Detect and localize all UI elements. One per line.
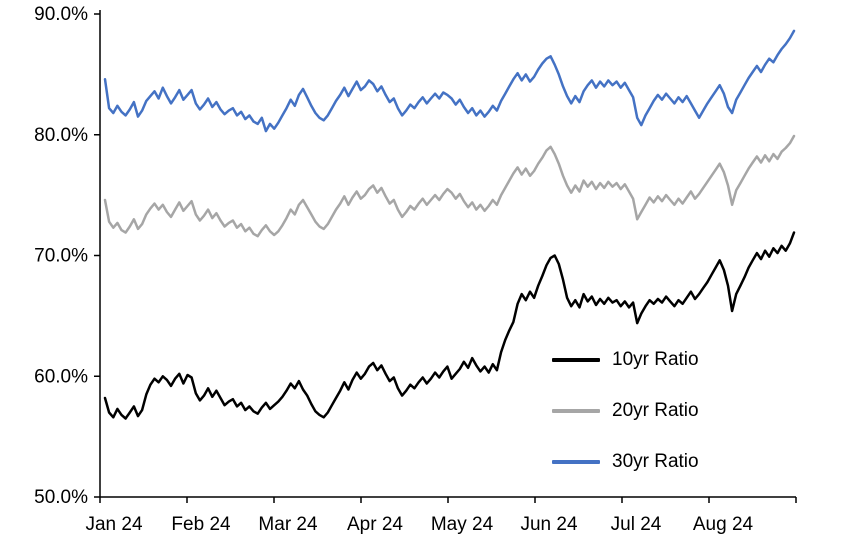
x-axis-tick-label: Aug 24: [693, 514, 754, 535]
legend-item-10yr: 10yr Ratio: [552, 334, 699, 385]
y-axis-tick-label: 50.0%: [34, 487, 88, 508]
x-axis-tick-label: Mar 24: [258, 514, 318, 535]
y-axis-tick-label: 70.0%: [34, 246, 88, 267]
legend-item-30yr: 30yr Ratio: [552, 436, 699, 487]
series-line-10yr-ratio: [103, 231, 796, 420]
x-axis-tick-label: Jan 24: [85, 514, 142, 535]
legend-label-10yr: 10yr Ratio: [612, 348, 699, 370]
y-axis-tick-label: 90.0%: [34, 4, 88, 25]
legend-swatch-20yr: [552, 408, 600, 413]
legend-label-30yr: 30yr Ratio: [612, 450, 699, 472]
legend-swatch-30yr: [552, 459, 600, 464]
x-axis-tick-label: Apr 24: [347, 514, 403, 535]
legend-item-20yr: 20yr Ratio: [552, 385, 699, 436]
series-line-30yr-ratio: [103, 29, 796, 133]
x-axis-tick-label: Jun 24: [520, 514, 577, 535]
x-axis-tick-label: Jul 24: [611, 514, 662, 535]
legend-swatch-10yr: [552, 357, 600, 362]
x-axis-tick-label: Feb 24: [171, 514, 231, 535]
x-axis-tick-label: May 24: [431, 514, 494, 535]
y-axis-tick-label: 80.0%: [34, 125, 88, 146]
legend-label-20yr: 20yr Ratio: [612, 399, 699, 421]
y-axis-tick-label: 60.0%: [34, 366, 88, 387]
series-line-20yr-ratio: [103, 134, 796, 238]
chart-legend: 10yr Ratio 20yr Ratio 30yr Ratio: [552, 334, 699, 487]
